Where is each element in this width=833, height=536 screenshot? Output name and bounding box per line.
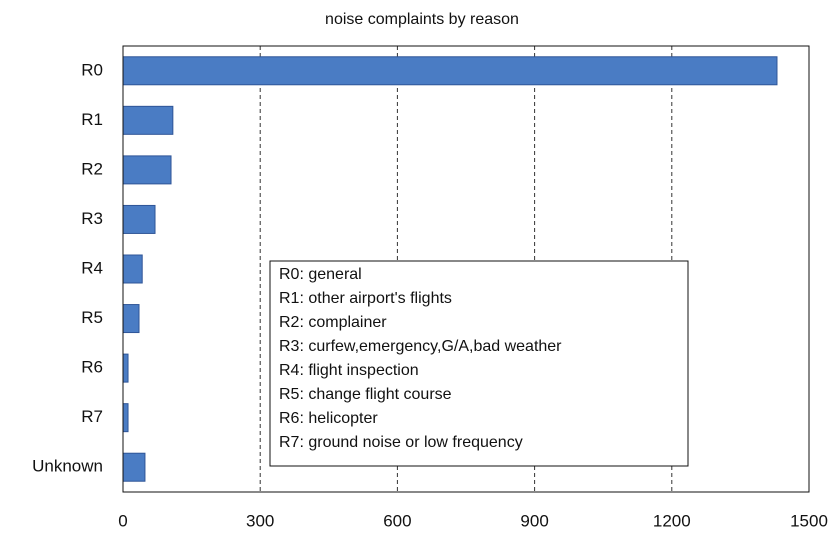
y-tick-label: Unknown	[32, 457, 103, 476]
x-tick-label: 1500	[790, 511, 828, 530]
y-tick-label: R2	[81, 159, 103, 178]
bar	[122, 56, 778, 86]
legend-entry: R0: general	[279, 266, 362, 283]
plot-frame	[122, 45, 810, 493]
bar	[122, 155, 172, 185]
x-tick-label: 1200	[653, 511, 691, 530]
y-tick-label: R1	[81, 110, 103, 129]
x-tick-label: 600	[383, 511, 411, 530]
y-tick-label: R4	[81, 258, 103, 277]
bar	[122, 204, 156, 234]
x-tick-label: 300	[246, 511, 274, 530]
bar	[122, 403, 129, 433]
legend-box	[269, 260, 689, 467]
legend-entry: R3: curfew,emergency,G/A,bad weather	[279, 338, 562, 355]
legend-entry: R1: other airport's flights	[279, 290, 452, 307]
y-tick-label: R5	[81, 308, 103, 327]
legend-entry: R7: ground noise or low frequency	[279, 434, 523, 451]
x-tick-label: 900	[520, 511, 548, 530]
y-tick-label: R0	[81, 60, 103, 79]
chart-title: noise complaints by reason	[325, 11, 519, 28]
legend-entry: R4: flight inspection	[279, 362, 419, 379]
bar	[122, 254, 143, 284]
legend-entry: R5: change flight course	[279, 386, 452, 403]
legend-entry: R6: helicopter	[279, 410, 378, 427]
y-tick-label: R3	[81, 209, 103, 228]
y-tick-label: R6	[81, 358, 103, 377]
bar	[122, 105, 174, 135]
bar	[122, 452, 146, 482]
y-tick-label: R7	[81, 407, 103, 426]
bar	[122, 304, 140, 334]
legend-entry: R2: complainer	[279, 314, 387, 331]
x-tick-label: 0	[118, 511, 127, 530]
bar	[122, 353, 129, 383]
